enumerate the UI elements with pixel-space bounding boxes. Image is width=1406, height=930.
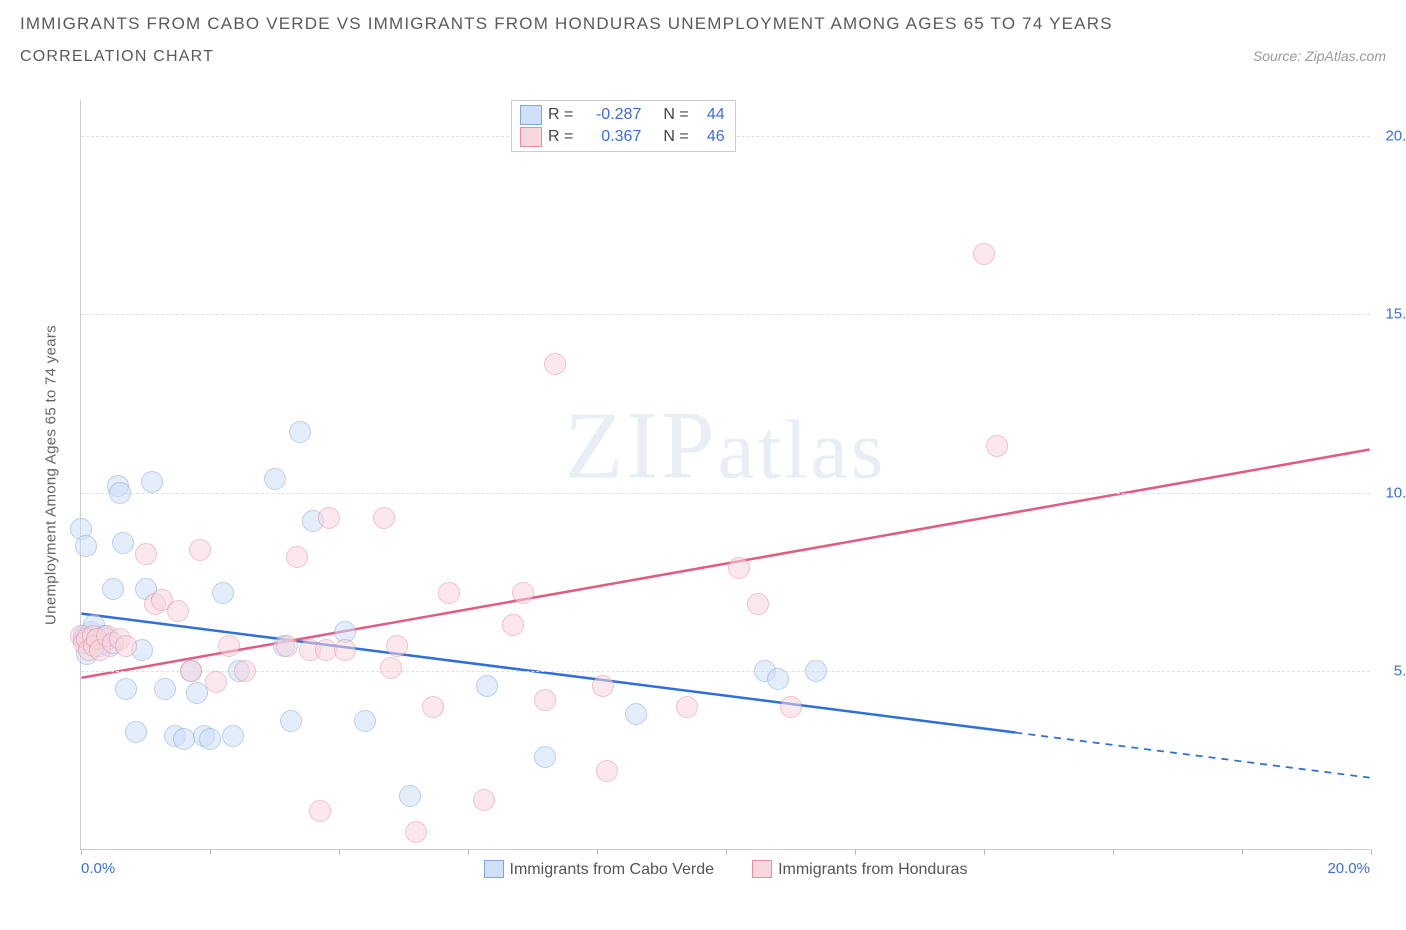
gridline-horizontal	[81, 314, 1370, 315]
data-point-honduras	[276, 635, 298, 657]
x-tick-mark	[984, 849, 985, 855]
data-point-honduras	[318, 507, 340, 529]
x-tick-mark	[339, 849, 340, 855]
x-legend-swatch-cabo-verde	[484, 860, 504, 878]
data-point-honduras	[189, 539, 211, 561]
gridline-horizontal	[81, 493, 1370, 494]
data-point-cabo_verde	[109, 482, 131, 504]
data-point-honduras	[180, 660, 202, 682]
chart-title-line1: IMMIGRANTS FROM CABO VERDE VS IMMIGRANTS…	[20, 14, 1386, 34]
data-point-honduras	[973, 243, 995, 265]
data-point-honduras	[334, 639, 356, 661]
data-point-honduras	[986, 435, 1008, 457]
data-point-cabo_verde	[75, 535, 97, 557]
x-legend-item-cabo-verde: Immigrants from Cabo Verde	[484, 861, 715, 879]
y-tick-label: 15.0%	[1376, 306, 1406, 323]
data-point-honduras	[286, 546, 308, 568]
data-point-cabo_verde	[115, 678, 137, 700]
legend-stats: R = -0.287 N = 44 R = 0.367 N = 46	[511, 100, 736, 152]
legend-swatch-cabo-verde	[520, 105, 542, 125]
x-tick-mark	[81, 849, 82, 855]
legend-swatch-honduras	[520, 127, 542, 147]
gridline-horizontal	[81, 671, 1370, 672]
data-point-honduras	[596, 760, 618, 782]
data-point-cabo_verde	[805, 660, 827, 682]
data-point-honduras	[115, 635, 137, 657]
data-point-honduras	[167, 600, 189, 622]
data-point-honduras	[373, 507, 395, 529]
data-point-cabo_verde	[125, 721, 147, 743]
x-tick-mark	[468, 849, 469, 855]
data-point-cabo_verde	[289, 421, 311, 443]
data-point-honduras	[135, 543, 157, 565]
data-point-cabo_verde	[112, 532, 134, 554]
data-point-honduras	[438, 582, 460, 604]
data-point-honduras	[386, 635, 408, 657]
data-point-cabo_verde	[534, 746, 556, 768]
data-point-cabo_verde	[625, 703, 647, 725]
x-tick-mark	[855, 849, 856, 855]
data-point-honduras	[676, 696, 698, 718]
x-tick-mark	[597, 849, 598, 855]
trend-line-cabo_verde-extrapolated	[1015, 733, 1369, 778]
data-point-cabo_verde	[154, 678, 176, 700]
data-point-cabo_verde	[222, 725, 244, 747]
data-point-honduras	[534, 689, 556, 711]
x-tick-mark	[210, 849, 211, 855]
r-value-cabo-verde: -0.287	[579, 106, 641, 124]
data-point-honduras	[592, 675, 614, 697]
n-value-honduras: 46	[695, 128, 725, 146]
data-point-cabo_verde	[173, 728, 195, 750]
data-point-cabo_verde	[264, 468, 286, 490]
data-point-honduras	[422, 696, 444, 718]
chart-title-line2: CORRELATION CHART	[20, 48, 214, 66]
data-point-honduras	[502, 614, 524, 636]
data-point-cabo_verde	[476, 675, 498, 697]
x-legend-swatch-honduras	[752, 860, 772, 878]
y-axis-title: Unemployment Among Ages 65 to 74 years	[43, 325, 60, 625]
y-tick-label: 20.0%	[1376, 127, 1406, 144]
x-legend-item-honduras: Immigrants from Honduras	[752, 861, 967, 879]
y-tick-label: 10.0%	[1376, 484, 1406, 501]
data-point-cabo_verde	[280, 710, 302, 732]
data-point-honduras	[473, 789, 495, 811]
plot-area: ZIPatlas Unemployment Among Ages 65 to 7…	[80, 100, 1370, 850]
data-point-cabo_verde	[354, 710, 376, 732]
data-point-honduras	[747, 593, 769, 615]
data-point-honduras	[234, 660, 256, 682]
x-tick-mark	[1113, 849, 1114, 855]
x-tick-mark	[1371, 849, 1372, 855]
title-block: IMMIGRANTS FROM CABO VERDE VS IMMIGRANTS…	[0, 0, 1406, 66]
data-point-honduras	[544, 353, 566, 375]
data-point-honduras	[380, 657, 402, 679]
x-tick-mark	[1242, 849, 1243, 855]
data-point-honduras	[512, 582, 534, 604]
data-point-cabo_verde	[141, 471, 163, 493]
legend-row-cabo-verde: R = -0.287 N = 44	[520, 105, 725, 125]
legend-row-honduras: R = 0.367 N = 46	[520, 127, 725, 147]
x-tick-mark	[726, 849, 727, 855]
x-axis-legend: Immigrants from Cabo Verde Immigrants fr…	[81, 861, 1370, 879]
data-point-cabo_verde	[212, 582, 234, 604]
watermark: ZIPatlas	[565, 389, 887, 500]
data-point-honduras	[728, 557, 750, 579]
source-attribution: Source: ZipAtlas.com	[1253, 48, 1386, 64]
r-value-honduras: 0.367	[579, 128, 641, 146]
data-point-cabo_verde	[767, 668, 789, 690]
data-point-cabo_verde	[186, 682, 208, 704]
data-point-cabo_verde	[399, 785, 421, 807]
y-tick-label: 5.0%	[1376, 663, 1406, 680]
data-point-cabo_verde	[102, 578, 124, 600]
data-point-honduras	[405, 821, 427, 843]
data-point-honduras	[309, 800, 331, 822]
data-point-honduras	[205, 671, 227, 693]
data-point-honduras	[218, 635, 240, 657]
data-point-honduras	[780, 696, 802, 718]
n-value-cabo-verde: 44	[695, 106, 725, 124]
data-point-cabo_verde	[199, 728, 221, 750]
chart-wrap: ZIPatlas Unemployment Among Ages 65 to 7…	[20, 92, 1386, 912]
